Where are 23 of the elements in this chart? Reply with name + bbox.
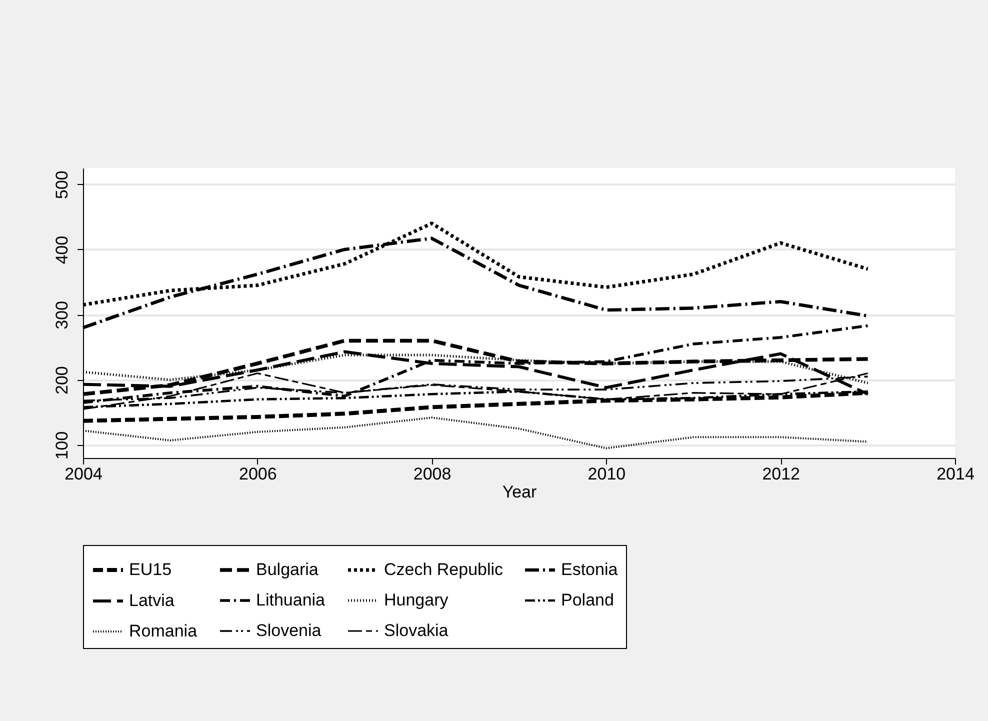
x-tick-label: 2006 <box>238 464 277 484</box>
legend-label: Estonia <box>561 560 618 579</box>
x-tick-label: 2012 <box>762 464 800 484</box>
y-tick-label: 500 <box>52 170 72 199</box>
x-tick-label: 2004 <box>64 464 102 484</box>
x-tick-label: 2008 <box>413 464 452 484</box>
legend-label: Lithuania <box>256 590 326 610</box>
legend-label: Czech Republic <box>384 560 504 579</box>
legend-label: Poland <box>561 590 614 610</box>
y-tick-label: 300 <box>52 300 72 330</box>
x-tick-label: 2014 <box>936 464 974 484</box>
legend-label: EU15 <box>129 560 172 579</box>
x-axis-title: Year <box>502 482 538 502</box>
legend-label: Slovenia <box>256 621 322 640</box>
legend-label: Slovakia <box>384 621 449 640</box>
legend-label: Bulgaria <box>256 560 319 579</box>
y-tick-label: 100 <box>52 431 72 460</box>
legend-label: Romania <box>129 622 198 640</box>
x-tick-label: 2010 <box>588 464 626 484</box>
y-tick-label: 200 <box>52 366 72 394</box>
legend-label: Latvia <box>129 591 175 610</box>
legend-label: Hungary <box>384 590 449 610</box>
y-tick-label: 400 <box>52 236 72 264</box>
